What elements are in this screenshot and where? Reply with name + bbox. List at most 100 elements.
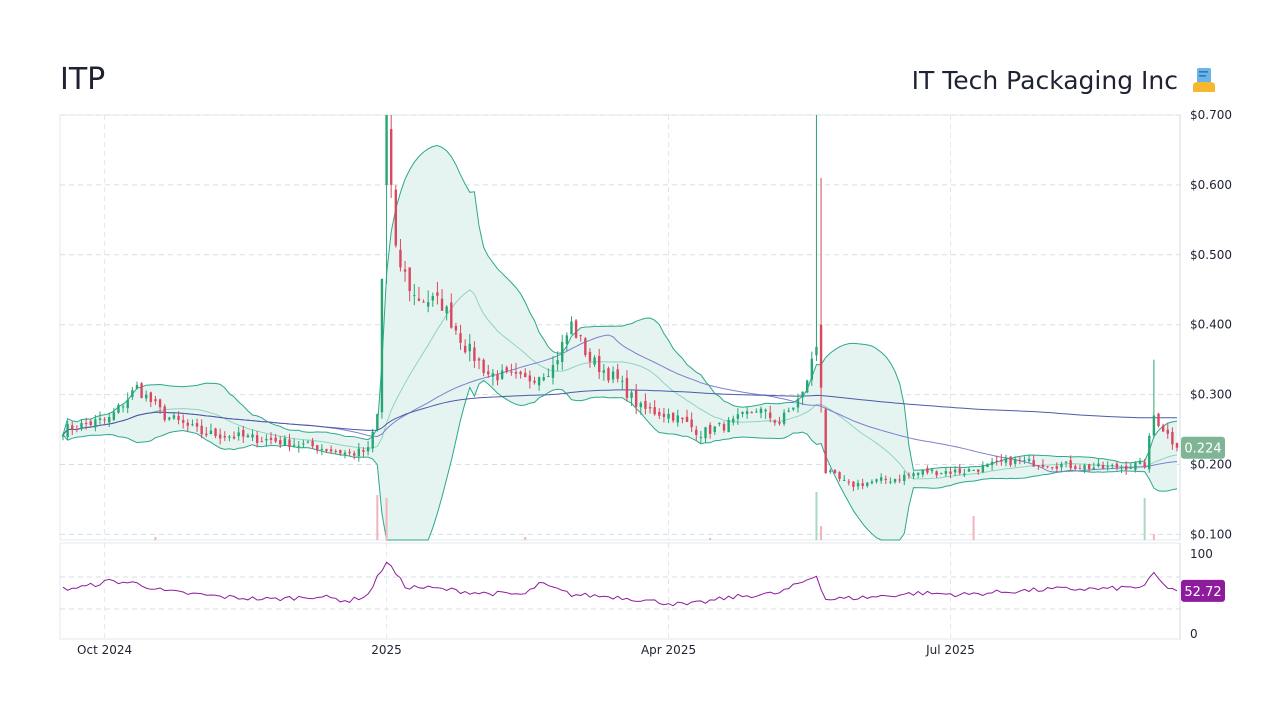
candle bbox=[718, 422, 721, 427]
candle-body bbox=[916, 472, 920, 476]
candle-body bbox=[639, 403, 643, 408]
candle-body bbox=[912, 473, 915, 477]
candle bbox=[1032, 455, 1035, 467]
candle-body bbox=[1157, 413, 1160, 427]
candle-body bbox=[1014, 459, 1017, 464]
rsi-tick-label: 100 bbox=[1190, 547, 1213, 561]
volume-bar bbox=[820, 526, 823, 540]
candle-body bbox=[168, 417, 171, 420]
candle-body bbox=[621, 380, 624, 382]
candle-body bbox=[759, 408, 763, 414]
candle-body bbox=[1041, 464, 1045, 468]
candle bbox=[376, 413, 379, 432]
candle-body bbox=[972, 469, 975, 471]
candle-body bbox=[343, 452, 347, 455]
candle-body bbox=[667, 413, 670, 419]
candle-body bbox=[806, 380, 809, 393]
candle-body bbox=[195, 423, 199, 427]
candle-body bbox=[792, 407, 795, 410]
volume-bars bbox=[154, 492, 1155, 540]
candle bbox=[339, 449, 342, 456]
candle-body bbox=[824, 409, 827, 473]
candle bbox=[1078, 464, 1082, 470]
candle-body bbox=[292, 444, 296, 446]
candle-body bbox=[1083, 465, 1086, 470]
candle-body bbox=[611, 371, 615, 380]
candle bbox=[302, 439, 305, 448]
candlesticks bbox=[61, 115, 1179, 492]
candle bbox=[145, 390, 148, 402]
candle-body bbox=[630, 392, 633, 398]
candle-body bbox=[1171, 431, 1174, 445]
candle-body bbox=[145, 394, 148, 399]
candle bbox=[1014, 456, 1017, 467]
candle-body bbox=[500, 370, 504, 379]
candle bbox=[842, 475, 846, 481]
candle-body bbox=[930, 469, 934, 472]
candle-body bbox=[417, 298, 421, 301]
moving-average-fast-line bbox=[62, 334, 1178, 473]
ticker-symbol: ITP bbox=[60, 62, 106, 97]
candle bbox=[1157, 412, 1160, 428]
candle-body bbox=[108, 417, 111, 423]
candle bbox=[399, 238, 402, 272]
candle bbox=[1069, 455, 1072, 471]
candle-body bbox=[408, 267, 411, 292]
candle-body bbox=[856, 483, 860, 487]
candle-body bbox=[745, 411, 749, 414]
candle-body bbox=[870, 481, 874, 484]
candle-body bbox=[1069, 460, 1072, 469]
candle bbox=[658, 408, 661, 420]
candle bbox=[343, 450, 347, 459]
candle bbox=[986, 463, 989, 468]
candle bbox=[487, 364, 490, 379]
candle-body bbox=[94, 419, 97, 428]
candle bbox=[833, 469, 837, 474]
candle bbox=[611, 366, 615, 384]
candle-body bbox=[200, 425, 203, 435]
candle bbox=[838, 471, 841, 482]
candle bbox=[829, 468, 832, 474]
volume-bar bbox=[709, 538, 712, 540]
candle-body bbox=[551, 364, 555, 378]
candle bbox=[468, 334, 471, 362]
candle-body bbox=[376, 414, 379, 430]
candle bbox=[1111, 463, 1114, 469]
candle bbox=[71, 421, 74, 435]
candle-body bbox=[852, 481, 855, 487]
candle bbox=[852, 481, 855, 492]
candle bbox=[547, 368, 550, 378]
candle-body bbox=[801, 391, 804, 398]
candle bbox=[773, 419, 777, 426]
candle-body bbox=[537, 377, 541, 386]
candle bbox=[1148, 433, 1151, 473]
candle bbox=[371, 428, 374, 453]
candle bbox=[237, 426, 240, 441]
candle bbox=[482, 358, 485, 377]
candle-body bbox=[306, 441, 310, 443]
candle-body bbox=[385, 115, 388, 185]
candle-body bbox=[1097, 463, 1100, 467]
candle-body bbox=[1161, 425, 1165, 432]
candle-body bbox=[357, 448, 361, 457]
candle bbox=[408, 267, 411, 302]
candle-body bbox=[1050, 467, 1054, 469]
last-price-badge bbox=[1181, 436, 1225, 459]
candle bbox=[671, 412, 675, 423]
candle-body bbox=[154, 399, 157, 402]
candle-body bbox=[1032, 460, 1035, 467]
time-tick-label: Jul 2025 bbox=[925, 643, 975, 657]
candle-body bbox=[302, 443, 305, 445]
time-tick-label: Oct 2024 bbox=[77, 643, 132, 657]
candle-body bbox=[403, 269, 407, 272]
candle bbox=[353, 450, 356, 460]
rsi-tick-label: 0 bbox=[1190, 627, 1198, 641]
candle-body bbox=[708, 424, 712, 434]
candle-body bbox=[191, 424, 194, 426]
time-axis: Oct 2024 2025 Apr 2025 Jul 2025 bbox=[77, 543, 975, 657]
candle-body bbox=[732, 418, 735, 423]
candle bbox=[1083, 463, 1086, 474]
candle-body bbox=[741, 411, 744, 414]
candle-body bbox=[676, 415, 679, 423]
candle bbox=[117, 403, 120, 414]
